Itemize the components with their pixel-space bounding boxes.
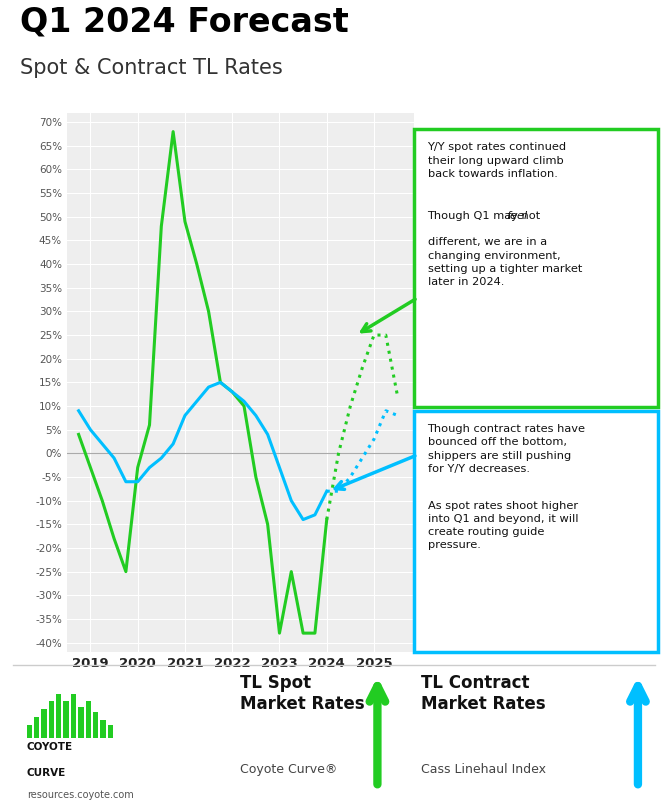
Text: resources.coyote.com: resources.coyote.com: [27, 791, 134, 800]
FancyBboxPatch shape: [414, 411, 658, 652]
Bar: [93, 712, 98, 738]
Text: TL Contract
Market Rates: TL Contract Market Rates: [421, 674, 546, 712]
Bar: [108, 725, 113, 738]
Bar: [41, 709, 47, 738]
Bar: [56, 694, 61, 738]
Bar: [27, 725, 32, 738]
Text: Though contract rates have
bounced off the bottom,
shippers are still pushing
fo: Though contract rates have bounced off t…: [428, 424, 586, 474]
Text: CURVE: CURVE: [27, 768, 66, 778]
Bar: [49, 701, 54, 738]
Text: As spot rates shoot higher
into Q1 and beyond, it will
create routing guide
pres: As spot rates shoot higher into Q1 and b…: [428, 501, 578, 551]
Bar: [71, 694, 76, 738]
Text: Though Q1 may not: Though Q1 may not: [428, 211, 544, 221]
Text: feel: feel: [506, 211, 528, 221]
Text: COYOTE: COYOTE: [27, 742, 73, 753]
Bar: [34, 717, 39, 738]
Bar: [100, 720, 106, 738]
Text: Y/Y spot rates continued
their long upward climb
back towards inflation.: Y/Y spot rates continued their long upwa…: [428, 142, 566, 179]
FancyBboxPatch shape: [414, 129, 658, 407]
Text: different, we are in a
changing environment,
setting up a tighter market
later i: different, we are in a changing environm…: [428, 237, 582, 287]
Text: TL Spot
Market Rates: TL Spot Market Rates: [240, 674, 365, 712]
Bar: [86, 701, 91, 738]
Text: Cass Linehaul Index: Cass Linehaul Index: [421, 763, 546, 776]
Bar: [78, 707, 84, 738]
Text: Spot & Contract TL Rates: Spot & Contract TL Rates: [20, 58, 283, 78]
Bar: [63, 701, 69, 738]
Text: Coyote Curve®: Coyote Curve®: [240, 763, 338, 776]
Text: Q1 2024 Forecast: Q1 2024 Forecast: [20, 5, 349, 38]
